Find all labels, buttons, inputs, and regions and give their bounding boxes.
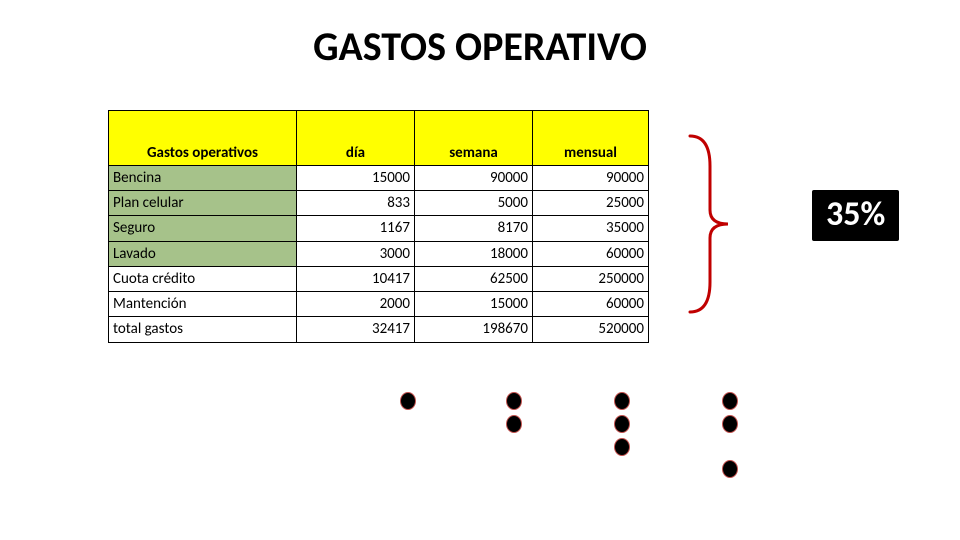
- cell-dia: 2000: [297, 292, 415, 317]
- dot-icon: [506, 392, 522, 410]
- col-header-semana: semana: [415, 141, 533, 166]
- dot-icon: [722, 415, 738, 433]
- cell-semana: 90000: [415, 165, 533, 190]
- row-label: Bencina: [109, 165, 297, 190]
- dot-icon: [614, 438, 630, 456]
- cell-dia: 833: [297, 191, 415, 216]
- cell-semana: 198670: [415, 317, 533, 342]
- dot-icon: [614, 392, 630, 410]
- cell-mensual: 60000: [533, 292, 649, 317]
- percent-badge: 35%: [812, 190, 899, 241]
- table-row: Cuota crédito1041762500250000: [109, 266, 649, 291]
- dot-group: [722, 392, 738, 438]
- dot-group: [506, 392, 522, 438]
- cell-dia: 15000: [297, 165, 415, 190]
- dot-icon: [722, 392, 738, 410]
- table-row: Plan celular833500025000: [109, 191, 649, 216]
- cell-dia: 10417: [297, 266, 415, 291]
- table-row: Bencina150009000090000: [109, 165, 649, 190]
- brace-icon: [680, 132, 740, 316]
- dot-group: [722, 460, 738, 483]
- cell-mensual: 60000: [533, 241, 649, 266]
- expenses-table: Gastos operativos día semana mensual Ben…: [108, 110, 649, 343]
- cell-semana: 5000: [415, 191, 533, 216]
- dot-group: [400, 392, 416, 415]
- dot-icon: [614, 415, 630, 433]
- row-label: Lavado: [109, 241, 297, 266]
- table-header-spacer: [109, 111, 649, 141]
- cell-dia: 3000: [297, 241, 415, 266]
- dot-icon: [722, 460, 738, 478]
- row-label: total gastos: [109, 317, 297, 342]
- cell-dia: 1167: [297, 216, 415, 241]
- cell-dia: 32417: [297, 317, 415, 342]
- page-title: GASTOS OPERATIVO: [0, 22, 960, 71]
- row-label: Cuota crédito: [109, 266, 297, 291]
- dot-icon: [400, 392, 416, 410]
- cell-semana: 62500: [415, 266, 533, 291]
- cell-mensual: 90000: [533, 165, 649, 190]
- expenses-table-container: Gastos operativos día semana mensual Ben…: [108, 110, 648, 343]
- cell-mensual: 250000: [533, 266, 649, 291]
- row-label: Mantención: [109, 292, 297, 317]
- cell-mensual: 25000: [533, 191, 649, 216]
- table-header-row: Gastos operativos día semana mensual: [109, 141, 649, 166]
- table-row: Lavado30001800060000: [109, 241, 649, 266]
- cell-semana: 15000: [415, 292, 533, 317]
- dot-icon: [506, 415, 522, 433]
- cell-semana: 8170: [415, 216, 533, 241]
- col-header-dia: día: [297, 141, 415, 166]
- table-row: Mantención20001500060000: [109, 292, 649, 317]
- cell-mensual: 35000: [533, 216, 649, 241]
- dot-group: [614, 392, 630, 461]
- cell-mensual: 520000: [533, 317, 649, 342]
- table-row: Seguro1167817035000: [109, 216, 649, 241]
- col-header-mensual: mensual: [533, 141, 649, 166]
- table-row: total gastos32417198670520000: [109, 317, 649, 342]
- row-label: Seguro: [109, 216, 297, 241]
- cell-semana: 18000: [415, 241, 533, 266]
- col-header-gastos: Gastos operativos: [109, 141, 297, 166]
- row-label: Plan celular: [109, 191, 297, 216]
